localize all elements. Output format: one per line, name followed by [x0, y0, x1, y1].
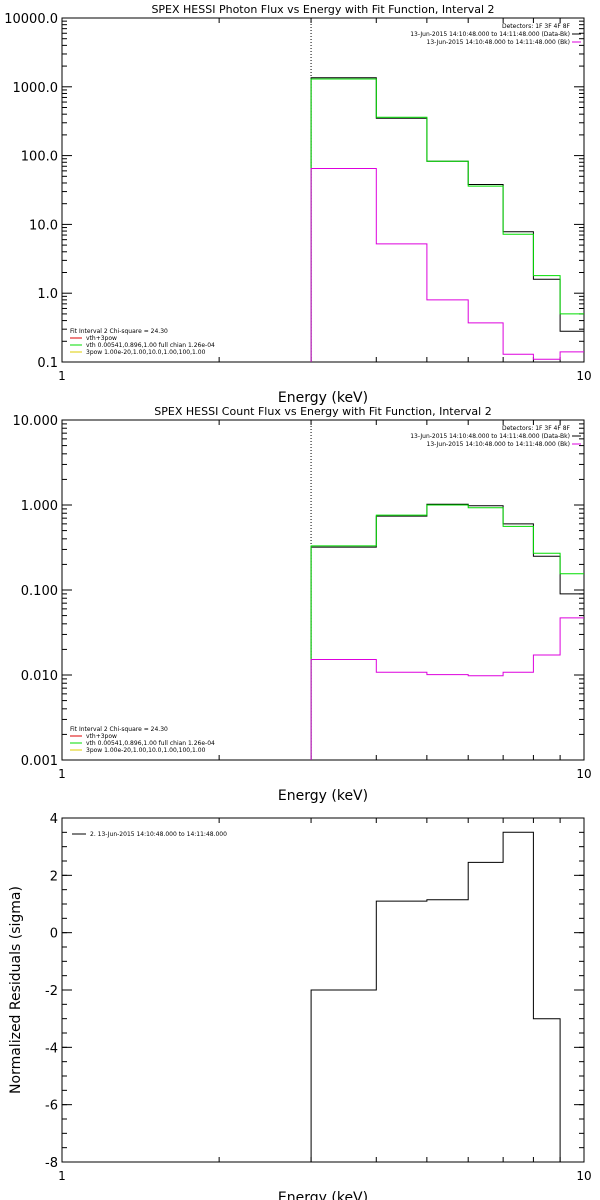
chart-panel-2: SPEX HESSI Count Flux vs Energy with Fit… [13, 405, 592, 804]
chart-panel-3: 1 10 -8 -6 -4 -2 0 2 4 Energy (keV) Normalized Res… [8, 812, 592, 1200]
series-line-1 [310, 77, 584, 362]
y-tick-label: -6 [45, 1099, 58, 1114]
series-line-3 [310, 617, 584, 760]
chart-panel-1: SPEX HESSI Photon Flux vs Energy with Fi… [4, 3, 591, 406]
y-tick-label: 2 [50, 869, 58, 884]
fit-legend-header: Fit Interval 2 Chi-square = 24.30 [70, 328, 168, 335]
chart-title: SPEX HESSI Photon Flux vs Energy with Fi… [151, 3, 494, 16]
plot-frame [61, 17, 585, 363]
x-axis-label: Energy (keV) [278, 1190, 368, 1200]
legend-top-text: 13-Jun-2015 14:10:48.000 to 14:11:48.000… [427, 39, 570, 46]
y-tick-label: 0 [50, 927, 58, 942]
y-axis-label: Normalized Residuals (sigma) [8, 886, 24, 1094]
y-tick-label: 1000.0 [13, 81, 59, 96]
fit-legend-text: vth+3pow [86, 335, 117, 342]
legend-top-text: 2. 13-Jun-2015 14:10:48.000 to 14:11:48.… [90, 831, 227, 838]
y-tick-label: 4 [50, 812, 58, 827]
fit-legend-text: vth 0.00541,0.896,1.00 full chian 1.26e-… [86, 342, 215, 349]
x-axis-label: Energy (keV) [278, 390, 368, 406]
y-tick-label: 10000.0 [4, 12, 58, 27]
y-tick-label: 10.0 [29, 218, 58, 233]
legend-top-text: 13-Jun-2015 14:10:48.000 to 14:11:48.000… [410, 433, 570, 440]
x-tick-label: 1 [58, 1169, 66, 1183]
fit-legend-text: 3pow 1.00e-20,1.00,10.0,1.00,100,1.00 [86, 349, 206, 356]
legend-top-text: 13-Jun-2015 14:10:48.000 to 14:11:48.000… [410, 31, 570, 38]
y-tick-label: 0.001 [21, 754, 58, 769]
y-tick-label: -8 [45, 1156, 58, 1171]
fit-legend-header: Fit Interval 2 Chi-square = 24.30 [70, 726, 168, 733]
series-line-2 [310, 78, 584, 362]
x-tick-label: 10 [576, 1169, 591, 1183]
fit-legend-text: vth 0.00541,0.896,1.00 full chian 1.26e-… [86, 740, 215, 747]
x-tick-label: 10 [576, 369, 591, 383]
y-tick-label: 0.010 [21, 669, 58, 684]
y-tick-label: 0.100 [21, 584, 58, 599]
plot-frame [61, 419, 585, 761]
y-tick-label: 100.0 [21, 150, 58, 165]
x-axis-label: Energy (keV) [278, 788, 368, 804]
y-tick-label: 1.000 [21, 499, 58, 514]
series-line-1 [310, 831, 584, 1163]
legend-top-text: Detectors: 1F 3F 4F 8F [502, 425, 571, 432]
chart-title: SPEX HESSI Count Flux vs Energy with Fit… [154, 405, 491, 418]
legend-top-text: 13-Jun-2015 14:10:48.000 to 14:11:48.000… [427, 441, 570, 448]
y-tick-label: 10.000 [13, 414, 59, 429]
x-tick-label: 1 [58, 767, 66, 781]
x-tick-label: 1 [58, 369, 66, 383]
legend-top-text: Detectors: 1F 3F 4F 8F [502, 23, 571, 30]
fit-legend-text: 3pow 1.00e-20,1.00,10.0,1.00,100,1.00 [86, 747, 206, 754]
y-tick-label: 0.1 [37, 356, 58, 371]
series-line-2 [310, 504, 584, 760]
y-tick-label: 1.0 [37, 287, 58, 302]
series-line-3 [310, 168, 584, 362]
x-tick-label: 10 [576, 767, 591, 781]
series-line-1 [310, 503, 584, 760]
y-tick-label: -4 [45, 1041, 58, 1056]
fit-legend-text: vth+3pow [86, 733, 117, 740]
y-tick-label: -2 [45, 984, 58, 999]
